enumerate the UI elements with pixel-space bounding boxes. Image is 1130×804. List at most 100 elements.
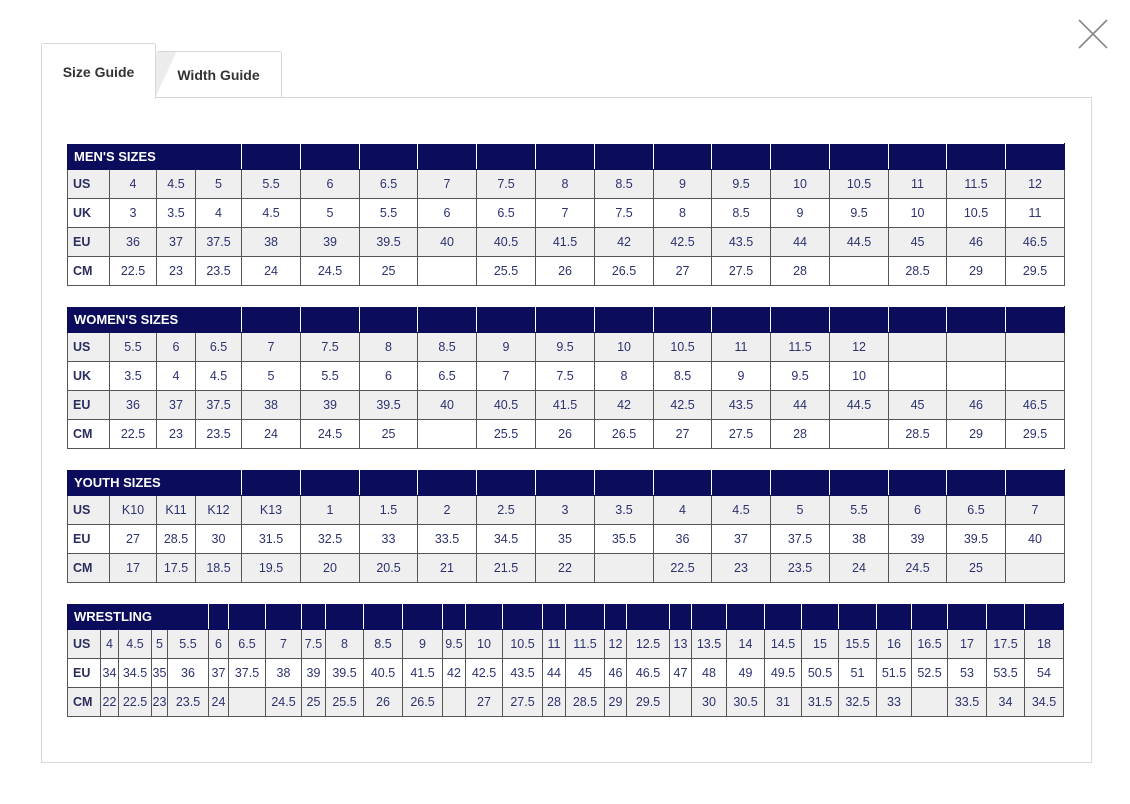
header-cell	[1005, 143, 1066, 170]
size-cell: 7.5	[476, 169, 537, 199]
size-cell: 7.5	[594, 198, 655, 228]
size-cell: 34.5	[476, 524, 536, 554]
header-cell	[770, 143, 831, 170]
size-cell: 3.5	[594, 495, 654, 525]
row-label: CM	[67, 419, 110, 449]
size-cell: 6.5	[476, 198, 537, 228]
size-cell: 53	[947, 658, 987, 688]
size-cell: 45	[888, 227, 948, 257]
size-cell: 5	[194, 169, 243, 199]
size-cell: 11	[711, 332, 772, 362]
size-cell: 46	[946, 227, 1007, 257]
size-cell: 6	[359, 361, 419, 391]
size-cell: 30	[195, 524, 242, 554]
size-cell: 29	[604, 687, 627, 717]
row-label: EU	[67, 390, 110, 420]
size-cell: 43.5	[502, 658, 543, 688]
size-cell: 23.5	[194, 256, 243, 286]
size-cell: 1.5	[359, 495, 418, 525]
tab-size-guide[interactable]: Size Guide	[41, 43, 156, 99]
size-cell: 53.5	[986, 658, 1025, 688]
size-cell: 41.5	[535, 390, 596, 420]
size-cell: 40.5	[363, 658, 403, 688]
size-cell: 27.5	[502, 687, 543, 717]
size-cell: 24.5	[265, 687, 302, 717]
size-cell	[417, 256, 478, 286]
size-cell: 51.5	[876, 658, 912, 688]
table-row-uk: UK 3 3.5 4 4.5 5 5.5 6 6.5 7 7.5 8 8.5 9 9.5 10 10.5 11	[67, 198, 1066, 228]
header-cell	[604, 603, 627, 630]
size-cell: 3.5	[156, 198, 196, 228]
size-cell: 23	[151, 687, 168, 717]
header-cell	[241, 306, 302, 333]
size-cell: 24.5	[888, 553, 947, 583]
header-cell	[669, 603, 692, 630]
tab-width-guide[interactable]: Width Guide	[156, 51, 282, 97]
size-cell: 37.5	[228, 658, 266, 688]
size-cell	[442, 687, 466, 717]
size-cell: 48	[691, 658, 727, 688]
size-cell: 4.5	[194, 361, 243, 391]
size-cell: 4	[653, 495, 712, 525]
row-label: CM	[67, 687, 101, 717]
header-cell	[1024, 603, 1064, 630]
size-cell: 34	[100, 658, 119, 688]
size-cell: 32.5	[838, 687, 877, 717]
size-cell: 2.5	[476, 495, 536, 525]
size-cell: 26.5	[402, 687, 443, 717]
size-cell: 20.5	[359, 553, 418, 583]
size-cell: 31.5	[241, 524, 301, 554]
table-row-cm: CM 22.5 23 23.5 24 24.5 25 25.5 26 26.5 27 27.5 28 28…	[67, 419, 1066, 449]
size-cell: 37.5	[194, 227, 243, 257]
size-cell: 33.5	[417, 524, 477, 554]
size-cell: 9	[711, 361, 772, 391]
size-cell: 23	[156, 419, 196, 449]
size-cell: 8	[325, 629, 364, 659]
table-row-cm: CM 22.5 23 23.5 24 24.5 25 25.5 26 26.5 27 27.5 28 28…	[67, 256, 1066, 286]
size-cell: 51	[838, 658, 877, 688]
size-cell: 3.5	[109, 361, 157, 391]
size-cell: 36	[109, 390, 157, 420]
size-cell: 36	[167, 658, 209, 688]
size-cell: 18.5	[195, 553, 242, 583]
size-cell: 40	[417, 227, 478, 257]
header-cell	[542, 603, 566, 630]
size-cell: 39.5	[359, 227, 419, 257]
size-cell: 44	[542, 658, 566, 688]
size-cell: 23.5	[194, 419, 243, 449]
close-button[interactable]	[1076, 17, 1110, 51]
size-cell: 42.5	[653, 390, 713, 420]
size-cell: 31	[764, 687, 802, 717]
size-cell: 52.5	[911, 658, 948, 688]
close-icon	[1078, 19, 1108, 49]
size-cell: 42.5	[465, 658, 503, 688]
size-cell: 27	[653, 256, 713, 286]
size-cell: 42.5	[653, 227, 713, 257]
size-cell: 33	[876, 687, 912, 717]
size-cell: 11	[542, 629, 566, 659]
size-cell: 8	[594, 361, 655, 391]
size-cell: 47	[669, 658, 692, 688]
mens-sizes-table: MEN'S SIZES US 4 4.5 5 5.5 6 6.5 7 7.5 8 8.5 9 9.5 10 1…	[66, 143, 1066, 286]
size-cell: 8.5	[711, 198, 772, 228]
header-cell	[888, 143, 948, 170]
header-cell	[502, 603, 543, 630]
size-cell: 39.5	[325, 658, 364, 688]
header-cell	[946, 143, 1007, 170]
size-cell: 9.5	[442, 629, 466, 659]
size-cell: 28.5	[156, 524, 196, 554]
header-cell	[594, 469, 654, 496]
size-cell: 8.5	[363, 629, 403, 659]
size-cell: 14.5	[764, 629, 802, 659]
size-cell: 27	[465, 687, 503, 717]
table-row-us: US 4 4.5 5 5.5 6 6.5 7 7.5 8 8.5 9 9.5 10 10.5 11 11.5 12…	[67, 629, 1064, 659]
table-title: MEN'S SIZES	[66, 143, 243, 170]
size-cell: 9.5	[770, 361, 831, 391]
size-cell: 4	[194, 198, 243, 228]
size-cell: 34.5	[118, 658, 152, 688]
wrestling-table: WRESTLING US 4 4.5 5 5.5 6 6.5 7 7.5 8 8.5 9 9.5 10 10.…	[67, 603, 1064, 717]
size-cell: 10.5	[946, 198, 1007, 228]
header-cell	[770, 306, 831, 333]
header-cell	[801, 603, 839, 630]
table-header-row: WOMEN'S SIZES	[66, 306, 1066, 333]
